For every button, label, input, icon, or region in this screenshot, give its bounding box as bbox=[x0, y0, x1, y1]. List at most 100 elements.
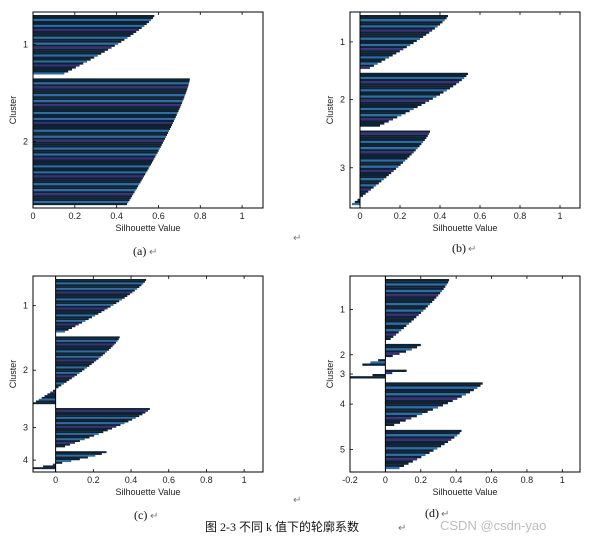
silhouette-bar bbox=[360, 41, 414, 45]
silhouette-bar bbox=[385, 419, 406, 422]
silhouette-bar bbox=[360, 99, 430, 102]
silhouette-bar bbox=[33, 60, 87, 63]
x-axis-label: Silhouette Value bbox=[433, 487, 498, 497]
silhouette-bar bbox=[385, 371, 393, 375]
silhouette-bar bbox=[55, 424, 121, 426]
silhouette-bar bbox=[360, 76, 465, 80]
x-tick-label: 0.4 bbox=[110, 211, 123, 221]
silhouette-bar bbox=[33, 80, 190, 83]
silhouette-bar bbox=[33, 54, 98, 57]
silhouette-bar bbox=[360, 124, 380, 127]
silhouette-bar bbox=[55, 330, 66, 333]
cluster-3-bars bbox=[352, 130, 430, 206]
cluster-tick-label: 1 bbox=[23, 301, 28, 311]
silhouette-bar bbox=[385, 464, 405, 467]
silhouette-bar bbox=[33, 48, 109, 51]
silhouette-bar bbox=[385, 397, 458, 400]
silhouette-bar bbox=[33, 123, 173, 127]
silhouette-bar bbox=[33, 402, 56, 405]
silhouette-bar bbox=[33, 467, 56, 470]
silhouette-bar bbox=[385, 438, 452, 441]
silhouette-bar bbox=[33, 72, 65, 75]
silhouette-bar bbox=[354, 200, 360, 204]
silhouette-bar bbox=[55, 452, 102, 455]
silhouette-bar bbox=[55, 382, 64, 385]
silhouette-bar bbox=[33, 155, 156, 158]
silhouette-bar bbox=[55, 309, 105, 312]
silhouette-bar bbox=[385, 281, 449, 284]
silhouette-bar bbox=[55, 338, 119, 341]
silhouette-bar bbox=[360, 81, 460, 84]
silhouette-bar bbox=[385, 399, 453, 403]
x-tick-label: 1 bbox=[560, 475, 565, 485]
silhouette-bar bbox=[55, 429, 108, 432]
silhouette-bar bbox=[360, 35, 424, 38]
silhouette-bar bbox=[360, 15, 448, 18]
silhouette-bar bbox=[33, 181, 141, 184]
silhouette-bar bbox=[385, 309, 424, 312]
silhouette-bar bbox=[385, 300, 433, 304]
silhouette-bar bbox=[33, 88, 188, 91]
x-tick-label: 0.2 bbox=[415, 475, 428, 485]
x-axis-label: Silhouette Value bbox=[116, 487, 181, 497]
silhouette-bar bbox=[33, 38, 125, 41]
silhouette-bar bbox=[360, 155, 410, 158]
silhouette-bar bbox=[33, 110, 179, 113]
silhouette-bar bbox=[33, 64, 80, 67]
silhouette-bar bbox=[33, 167, 149, 170]
silhouette-bar bbox=[360, 176, 387, 179]
silhouette-bar bbox=[33, 175, 145, 178]
x-tick-label: 0 bbox=[383, 475, 388, 485]
silhouette-bar bbox=[55, 348, 109, 351]
silhouette-bar bbox=[55, 314, 96, 317]
cluster-tick-label: 1 bbox=[23, 40, 28, 50]
silhouette-bar bbox=[360, 91, 444, 94]
silhouette-bar bbox=[385, 343, 421, 347]
silhouette-bar bbox=[33, 127, 171, 130]
silhouette-bar bbox=[55, 409, 148, 412]
silhouette-bar bbox=[55, 354, 103, 357]
panel-label: (c) bbox=[134, 508, 147, 522]
silhouette-bar bbox=[33, 117, 175, 121]
silhouette-bar bbox=[385, 432, 460, 435]
cluster-1-bars bbox=[33, 15, 155, 75]
x-tick-label: 0 bbox=[30, 211, 35, 221]
silhouette-bar bbox=[385, 412, 423, 416]
silhouette-bar bbox=[385, 305, 428, 308]
silhouette-bar bbox=[33, 56, 95, 59]
silhouette-bar bbox=[55, 441, 76, 444]
silhouette-bar bbox=[360, 56, 389, 59]
silhouette-bar bbox=[33, 125, 172, 128]
silhouette-bar bbox=[385, 279, 450, 282]
silhouette-bar bbox=[55, 319, 86, 322]
silhouette-bar bbox=[55, 300, 120, 303]
cluster-tick-label: 2 bbox=[23, 365, 28, 375]
silhouette-bar bbox=[33, 34, 131, 37]
silhouette-bar bbox=[33, 36, 128, 39]
silhouette-bar bbox=[360, 29, 433, 32]
silhouette-bar bbox=[360, 114, 402, 117]
silhouette-bar bbox=[33, 185, 139, 188]
silhouette-bar bbox=[385, 436, 455, 439]
silhouette-bar bbox=[360, 149, 416, 152]
cluster-2-bars bbox=[33, 336, 120, 405]
silhouette-bar bbox=[33, 58, 91, 61]
x-tick-label: 0.6 bbox=[162, 475, 175, 485]
silhouette-bar bbox=[360, 48, 404, 51]
cluster-3-bars bbox=[55, 408, 150, 448]
cluster-1-bars bbox=[385, 279, 450, 341]
silhouette-bar bbox=[385, 292, 441, 295]
silhouette-bar bbox=[33, 30, 137, 33]
silhouette-bar bbox=[33, 149, 159, 152]
silhouette-bar bbox=[55, 422, 125, 425]
cluster-tick-label: 4 bbox=[23, 455, 28, 465]
silhouette-bar bbox=[360, 50, 400, 53]
silhouette-bar bbox=[360, 188, 371, 191]
silhouette-bar bbox=[33, 96, 185, 99]
silhouette-bar bbox=[360, 83, 457, 86]
cluster-tick-label: 3 bbox=[340, 369, 345, 379]
silhouette-bar bbox=[55, 328, 69, 331]
silhouette-bar bbox=[55, 443, 71, 446]
silhouette-bar bbox=[33, 28, 140, 31]
silhouette-bar bbox=[55, 298, 122, 301]
